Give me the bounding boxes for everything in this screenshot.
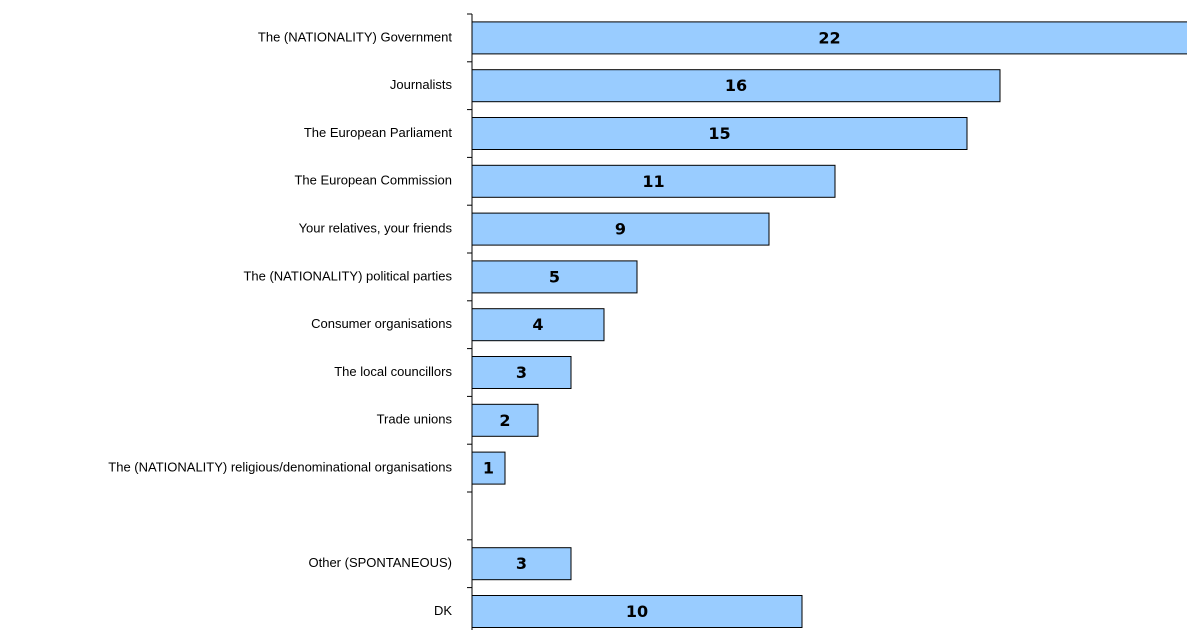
value-label: 22 [818,28,840,47]
category-label: Trade unions [377,412,453,427]
category-label: The European Parliament [304,125,453,140]
value-label: 11 [642,172,664,191]
bar [471,356,572,389]
category-label: The European Commission [294,173,452,188]
value-label: 9 [615,220,626,239]
category-label: Your relatives, your friends [299,221,453,236]
value-label: 3 [516,363,527,382]
category-label: Journalists [390,77,453,92]
bar [471,308,605,342]
bar [471,212,770,246]
bar [471,547,572,581]
bar [471,595,803,628]
value-label: 2 [499,411,510,430]
bar [471,21,1187,55]
value-label: 1 [483,459,494,478]
bar [471,260,638,294]
value-label: 4 [532,315,543,334]
bar [471,451,506,485]
category-label: The (NATIONALITY) religious/denomination… [108,460,452,475]
value-label: 15 [708,124,730,143]
category-label: The local councillors [334,364,452,379]
value-label: 3 [516,554,527,573]
category-label: The (NATIONALITY) political parties [243,268,452,283]
category-label: Other (SPONTANEOUS) [308,555,452,570]
category-label: DK [434,603,452,618]
value-label: 5 [549,267,560,286]
value-label: 10 [626,602,648,621]
category-label: Consumer organisations [311,316,452,331]
value-label: 16 [725,76,747,95]
category-label: The (NATIONALITY) Government [258,29,452,44]
